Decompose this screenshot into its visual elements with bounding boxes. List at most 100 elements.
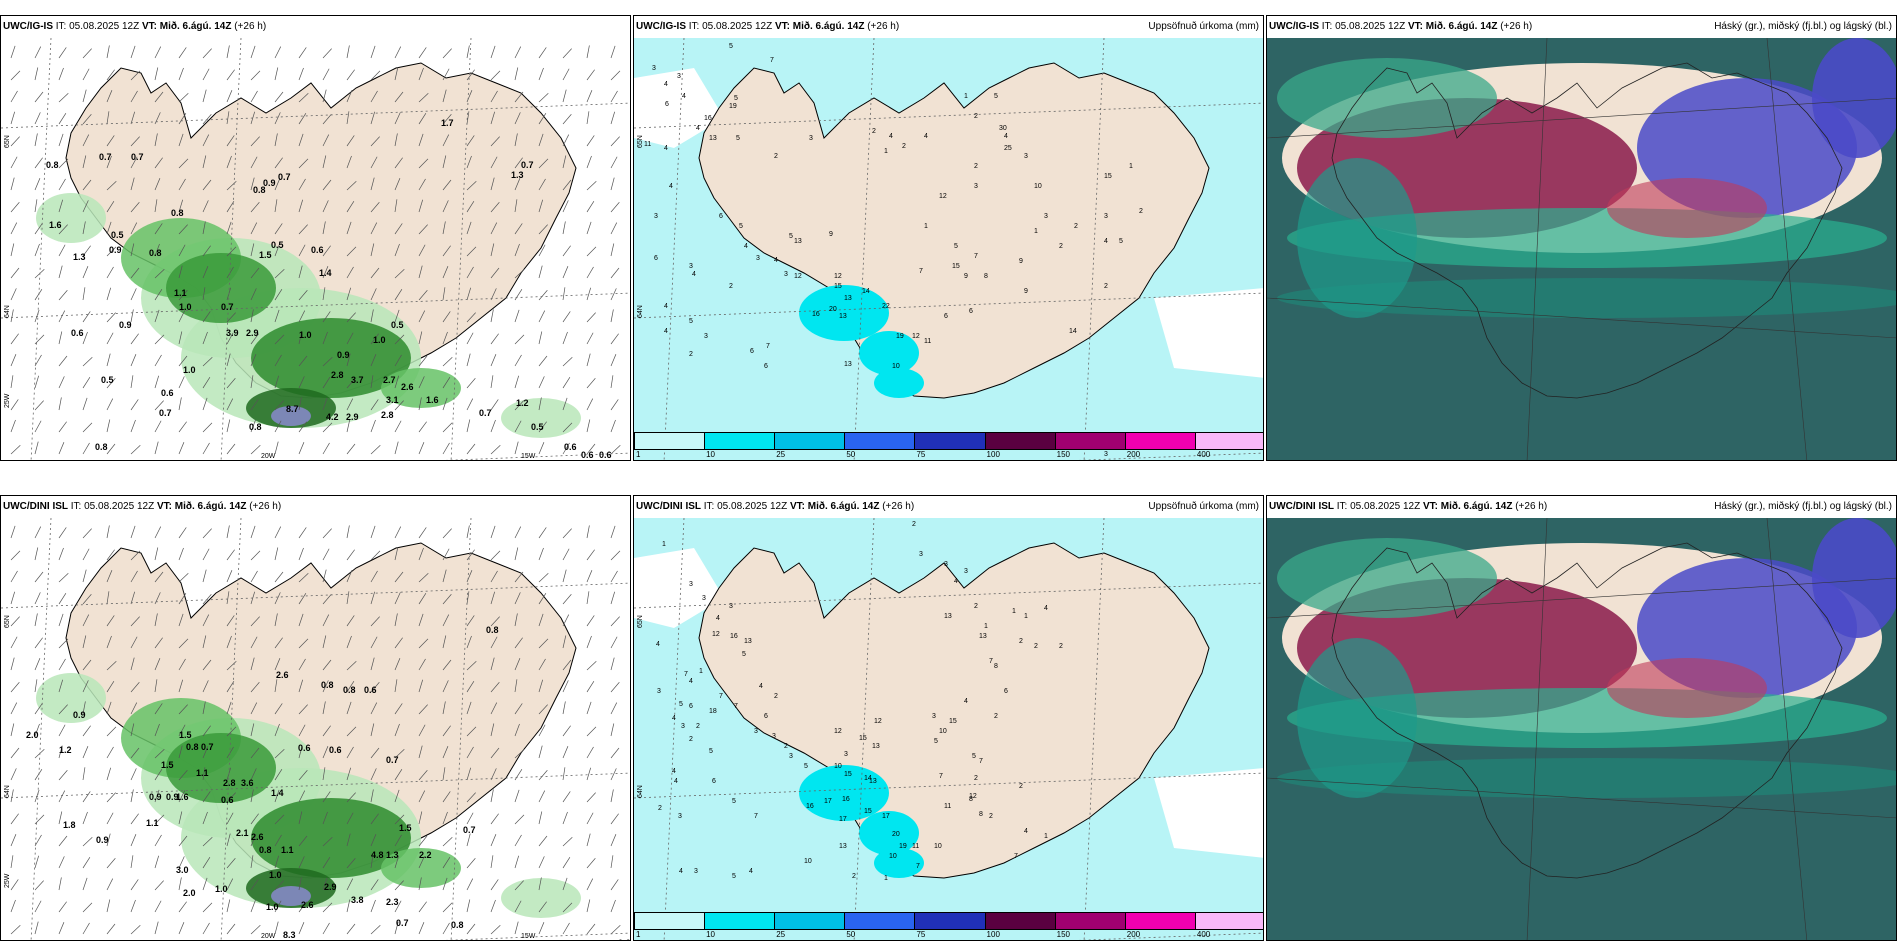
- colorbar-tick-labels: 1 10 25 50 75 100 150 200 400: [634, 930, 1263, 940]
- value-label: 14: [864, 775, 872, 782]
- value-label: 0.9: [337, 350, 350, 360]
- value-label: 5: [1119, 238, 1123, 245]
- value-label: 0.8: [249, 422, 262, 432]
- value-label: 1.0: [299, 330, 312, 340]
- value-label: 4: [669, 183, 673, 190]
- axis-labels: 65N 64N 25W 20W 15W: [4, 135, 536, 460]
- map-panel-p6: UWC/DINI ISL IT: 05.08.2025 12Z VT: Mið.…: [1266, 495, 1897, 941]
- panel-header: UWC/IG-IS IT: 05.08.2025 12Z VT: Mið. 6.…: [634, 16, 1263, 38]
- value-label: 0.6: [298, 743, 311, 753]
- colorbar-tick: 200: [1126, 930, 1141, 939]
- lat-label: 65N: [637, 135, 644, 148]
- value-label: 0.9: [149, 792, 162, 802]
- colorbar-segment: [914, 912, 986, 930]
- valid-time-label: VT:: [1407, 21, 1423, 32]
- value-label: 2: [912, 521, 916, 528]
- value-label: 2: [974, 775, 978, 782]
- value-label: 1: [1012, 608, 1016, 615]
- value-label: 1.4: [319, 268, 332, 278]
- value-label: 1.1: [281, 845, 294, 855]
- value-label: 13: [872, 743, 880, 750]
- value-label: 1: [984, 623, 988, 630]
- value-label: 3: [772, 733, 776, 740]
- value-label: 0.6: [581, 450, 594, 460]
- model-name: UWC/DINI ISL: [3, 501, 68, 512]
- valid-time-label: VT:: [141, 21, 157, 32]
- value-label: 1.0: [373, 335, 386, 345]
- lat-label: 65N: [637, 615, 644, 628]
- value-label: 5: [729, 43, 733, 50]
- init-time-value: 05.08.2025 12Z: [717, 501, 788, 512]
- map-canvas: [1267, 38, 1896, 460]
- value-label: 15: [859, 735, 867, 742]
- value-label: 12: [834, 273, 842, 280]
- value-label: 6: [750, 348, 754, 355]
- value-label: 2: [974, 113, 978, 120]
- value-label: 3: [702, 595, 706, 602]
- heavy-precip-shading: [799, 285, 924, 398]
- value-label: 4: [924, 133, 928, 140]
- value-label: 1.3: [33, 940, 46, 941]
- value-label: 10: [934, 843, 942, 850]
- value-label: 4: [656, 641, 660, 648]
- colorbar-segment: [1194, 432, 1263, 450]
- value-label: 0.9: [96, 835, 109, 845]
- heavy-precip-shading: [799, 765, 924, 878]
- map-panel-p2: UWC/IG-IS IT: 05.08.2025 12Z VT: Mið. 6.…: [633, 15, 1264, 461]
- value-label: 16: [842, 796, 850, 803]
- value-label: 3: [932, 713, 936, 720]
- value-label: 13: [839, 313, 847, 320]
- wind-barbs-layer: [10, 525, 621, 935]
- value-label: 2.6: [251, 832, 264, 842]
- value-label: 4: [664, 81, 668, 88]
- value-label: 7: [684, 671, 688, 678]
- value-label: 0.5: [101, 375, 114, 385]
- value-label: 3.6: [241, 778, 254, 788]
- value-label: 1.6: [49, 220, 62, 230]
- value-label: 7: [979, 758, 983, 765]
- model-name: UWC/IG-IS: [1269, 21, 1319, 32]
- value-label: 7: [734, 703, 738, 710]
- value-label: 3.0: [176, 865, 189, 875]
- colorbar-tick: 200: [1126, 450, 1141, 459]
- init-time-value: 05.08.2025 12Z: [702, 21, 773, 32]
- colorbar-segment: [774, 912, 846, 930]
- value-label: 3: [689, 581, 693, 588]
- value-label: 19: [899, 843, 907, 850]
- value-label: 2: [974, 163, 978, 170]
- value-label: 20: [829, 306, 837, 313]
- value-label: 4: [664, 328, 668, 335]
- value-label: 2.6: [301, 900, 314, 910]
- lat-lon-grid: [634, 518, 1263, 940]
- value-label: 13: [794, 238, 802, 245]
- valid-time-value: Mið. 6.ágú. 14Z: [1425, 21, 1498, 32]
- value-label: 2: [1034, 643, 1038, 650]
- value-label: 4: [1104, 238, 1108, 245]
- lat-label: 65N: [4, 135, 11, 148]
- value-label: 2: [994, 713, 998, 720]
- value-label: 0.5: [111, 230, 124, 240]
- value-label: 1.1: [174, 288, 187, 298]
- value-label: 2.6: [401, 382, 414, 392]
- value-label: 1.0: [266, 902, 279, 912]
- value-label: 2: [689, 351, 693, 358]
- lon-label: 20W: [261, 933, 276, 940]
- value-label: 0.8: [95, 442, 108, 452]
- lat-label: 65N: [4, 615, 11, 628]
- value-label: 0.7: [386, 755, 399, 765]
- value-labels: 0.80.7 0.71.60.80.50.9 0.81.30.5 0.61.51.41…: [46, 118, 612, 460]
- init-time-label: IT:: [1336, 501, 1348, 512]
- value-label: 0.8: [186, 742, 199, 752]
- value-label: 0.6: [161, 388, 174, 398]
- colorbar-segment: [844, 432, 916, 450]
- value-label: 9: [1019, 258, 1023, 265]
- value-label: 2: [852, 873, 856, 880]
- value-label: 0.8: [343, 685, 356, 695]
- value-label: 3: [844, 751, 848, 758]
- value-label: 1.0: [183, 365, 196, 375]
- value-label: 5: [742, 651, 746, 658]
- value-label: 5: [732, 873, 736, 880]
- value-label: 4: [664, 303, 668, 310]
